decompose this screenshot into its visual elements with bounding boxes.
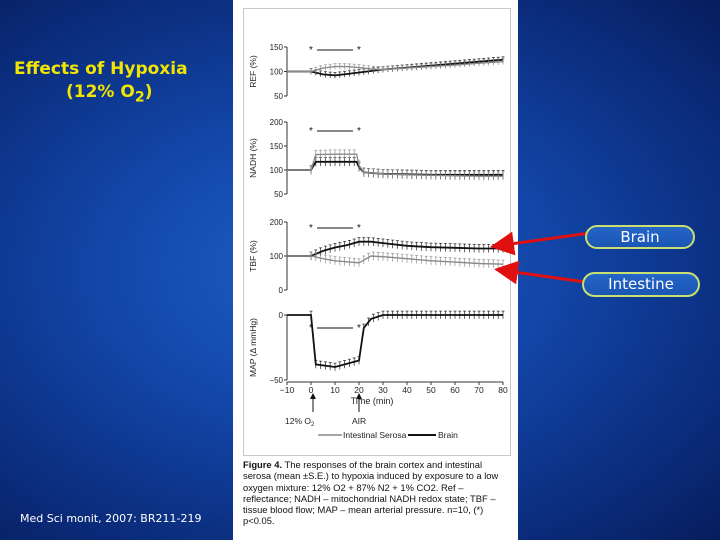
y-axis-label: MAP (Δ mmHg) <box>248 318 258 377</box>
air-label: AIR <box>352 416 366 426</box>
significance-star: * <box>309 126 313 137</box>
hypoxia-label: 12% O2 <box>285 416 315 428</box>
y-axis-label: REF (%) <box>248 55 258 88</box>
legend-brain-label: Brain <box>438 430 458 440</box>
y-tick-label: 0 <box>279 286 284 295</box>
y-tick-label: 100 <box>270 68 284 77</box>
x-tick-label: 70 <box>474 385 484 395</box>
y-tick-label: 200 <box>270 118 284 127</box>
series-intestinal-line <box>287 153 503 177</box>
series-intestinal-line <box>287 255 504 265</box>
y-tick-label: 50 <box>274 92 283 101</box>
x-tick-label: 30 <box>378 385 388 395</box>
series-brain-line <box>287 240 503 257</box>
significance-star: * <box>309 223 313 234</box>
x-tick-label: 60 <box>450 385 460 395</box>
series-brain-line <box>287 314 503 368</box>
significance-star: * <box>309 323 313 334</box>
significance-star: * <box>309 45 313 56</box>
significance-star: * <box>357 126 361 137</box>
caption-text: The responses of the brain cortex and in… <box>243 459 499 527</box>
caption-label: Figure 4. <box>243 459 283 470</box>
title-line-2-sub: 2 <box>134 89 145 106</box>
figure-frame <box>243 8 511 456</box>
series-brain-line <box>287 58 504 77</box>
y-tick-label: 150 <box>270 43 284 52</box>
title-line-2-suffix: ) <box>144 82 153 102</box>
intestine-callout: Intestine <box>582 272 700 297</box>
legend-intestinal-label: Intestinal Serosa <box>343 430 407 440</box>
title-line-1: Effects of Hypoxia <box>14 59 188 79</box>
title-line-2-prefix: (12% O <box>66 82 135 102</box>
title-line-2: (12% O2) <box>14 81 224 109</box>
y-tick-label: 150 <box>270 142 284 151</box>
brain-pointer-arrow <box>490 231 591 256</box>
intestine-pointer-arrow <box>494 260 586 285</box>
y-axis-label: TBF (%) <box>248 240 258 272</box>
series-intestinal-line <box>287 61 504 73</box>
significance-star: * <box>357 45 361 56</box>
y-tick-label: 0 <box>279 311 284 320</box>
y-tick-label: 200 <box>270 218 284 227</box>
x-tick-label: 0 <box>309 385 314 395</box>
x-tick-label: −10 <box>280 385 295 395</box>
citation: Med Sci monit, 2007: BR211-219 <box>20 512 202 525</box>
y-tick-label: 50 <box>274 190 283 199</box>
x-axis-title: Time (min) <box>351 396 394 406</box>
series-brain-line <box>287 160 503 176</box>
significance-star: * <box>357 223 361 234</box>
x-tick-label: 50 <box>426 385 436 395</box>
y-axis-label: NADH (%) <box>248 138 258 178</box>
figure-caption: Figure 4. The responses of the brain cor… <box>243 459 511 527</box>
brain-callout: Brain <box>585 225 695 249</box>
y-tick-label: 100 <box>270 252 284 261</box>
y-tick-label: 100 <box>270 166 284 175</box>
x-tick-label: 10 <box>330 385 340 395</box>
x-tick-label: 80 <box>498 385 508 395</box>
x-tick-label: 20 <box>354 385 364 395</box>
x-tick-label: 40 <box>402 385 412 395</box>
significance-star: * <box>357 323 361 334</box>
slide-title: Effects of Hypoxia (12% O2) <box>14 58 224 109</box>
y-tick-label: −50 <box>269 376 283 385</box>
